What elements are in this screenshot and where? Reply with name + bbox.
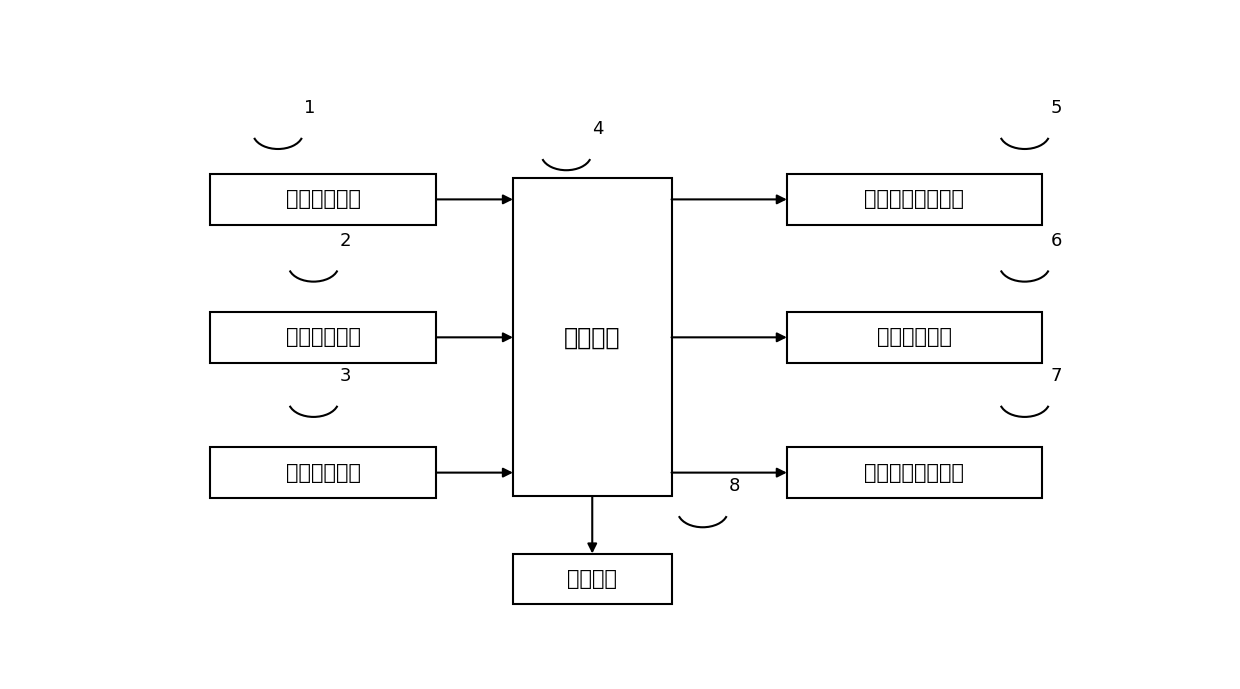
Bar <box>211 174 436 225</box>
Bar <box>211 447 436 498</box>
Text: 1: 1 <box>304 99 315 117</box>
Bar <box>211 312 436 362</box>
Text: 2: 2 <box>340 232 351 250</box>
Text: 检测数据存储模块: 检测数据存储模块 <box>864 462 965 482</box>
Text: 主控模块: 主控模块 <box>564 325 620 349</box>
Bar <box>787 174 1042 225</box>
Bar <box>513 553 672 604</box>
Text: 显示模块: 显示模块 <box>567 568 618 588</box>
Text: 刚度检测模块: 刚度检测模块 <box>285 462 361 482</box>
Bar <box>513 178 672 497</box>
Text: 寿命预测模块: 寿命预测模块 <box>877 327 951 347</box>
Text: 7: 7 <box>1050 367 1063 385</box>
Text: 承重检测模块: 承重检测模块 <box>285 327 361 347</box>
Text: 3: 3 <box>340 367 351 385</box>
Text: 6: 6 <box>1050 232 1061 250</box>
Text: 5: 5 <box>1050 99 1063 117</box>
Text: 8: 8 <box>729 477 740 495</box>
Text: 传动速比计算模块: 传动速比计算模块 <box>864 189 965 209</box>
Text: 噪声检测模块: 噪声检测模块 <box>285 189 361 209</box>
Text: 4: 4 <box>593 121 604 138</box>
Bar <box>787 447 1042 498</box>
Bar <box>787 312 1042 362</box>
